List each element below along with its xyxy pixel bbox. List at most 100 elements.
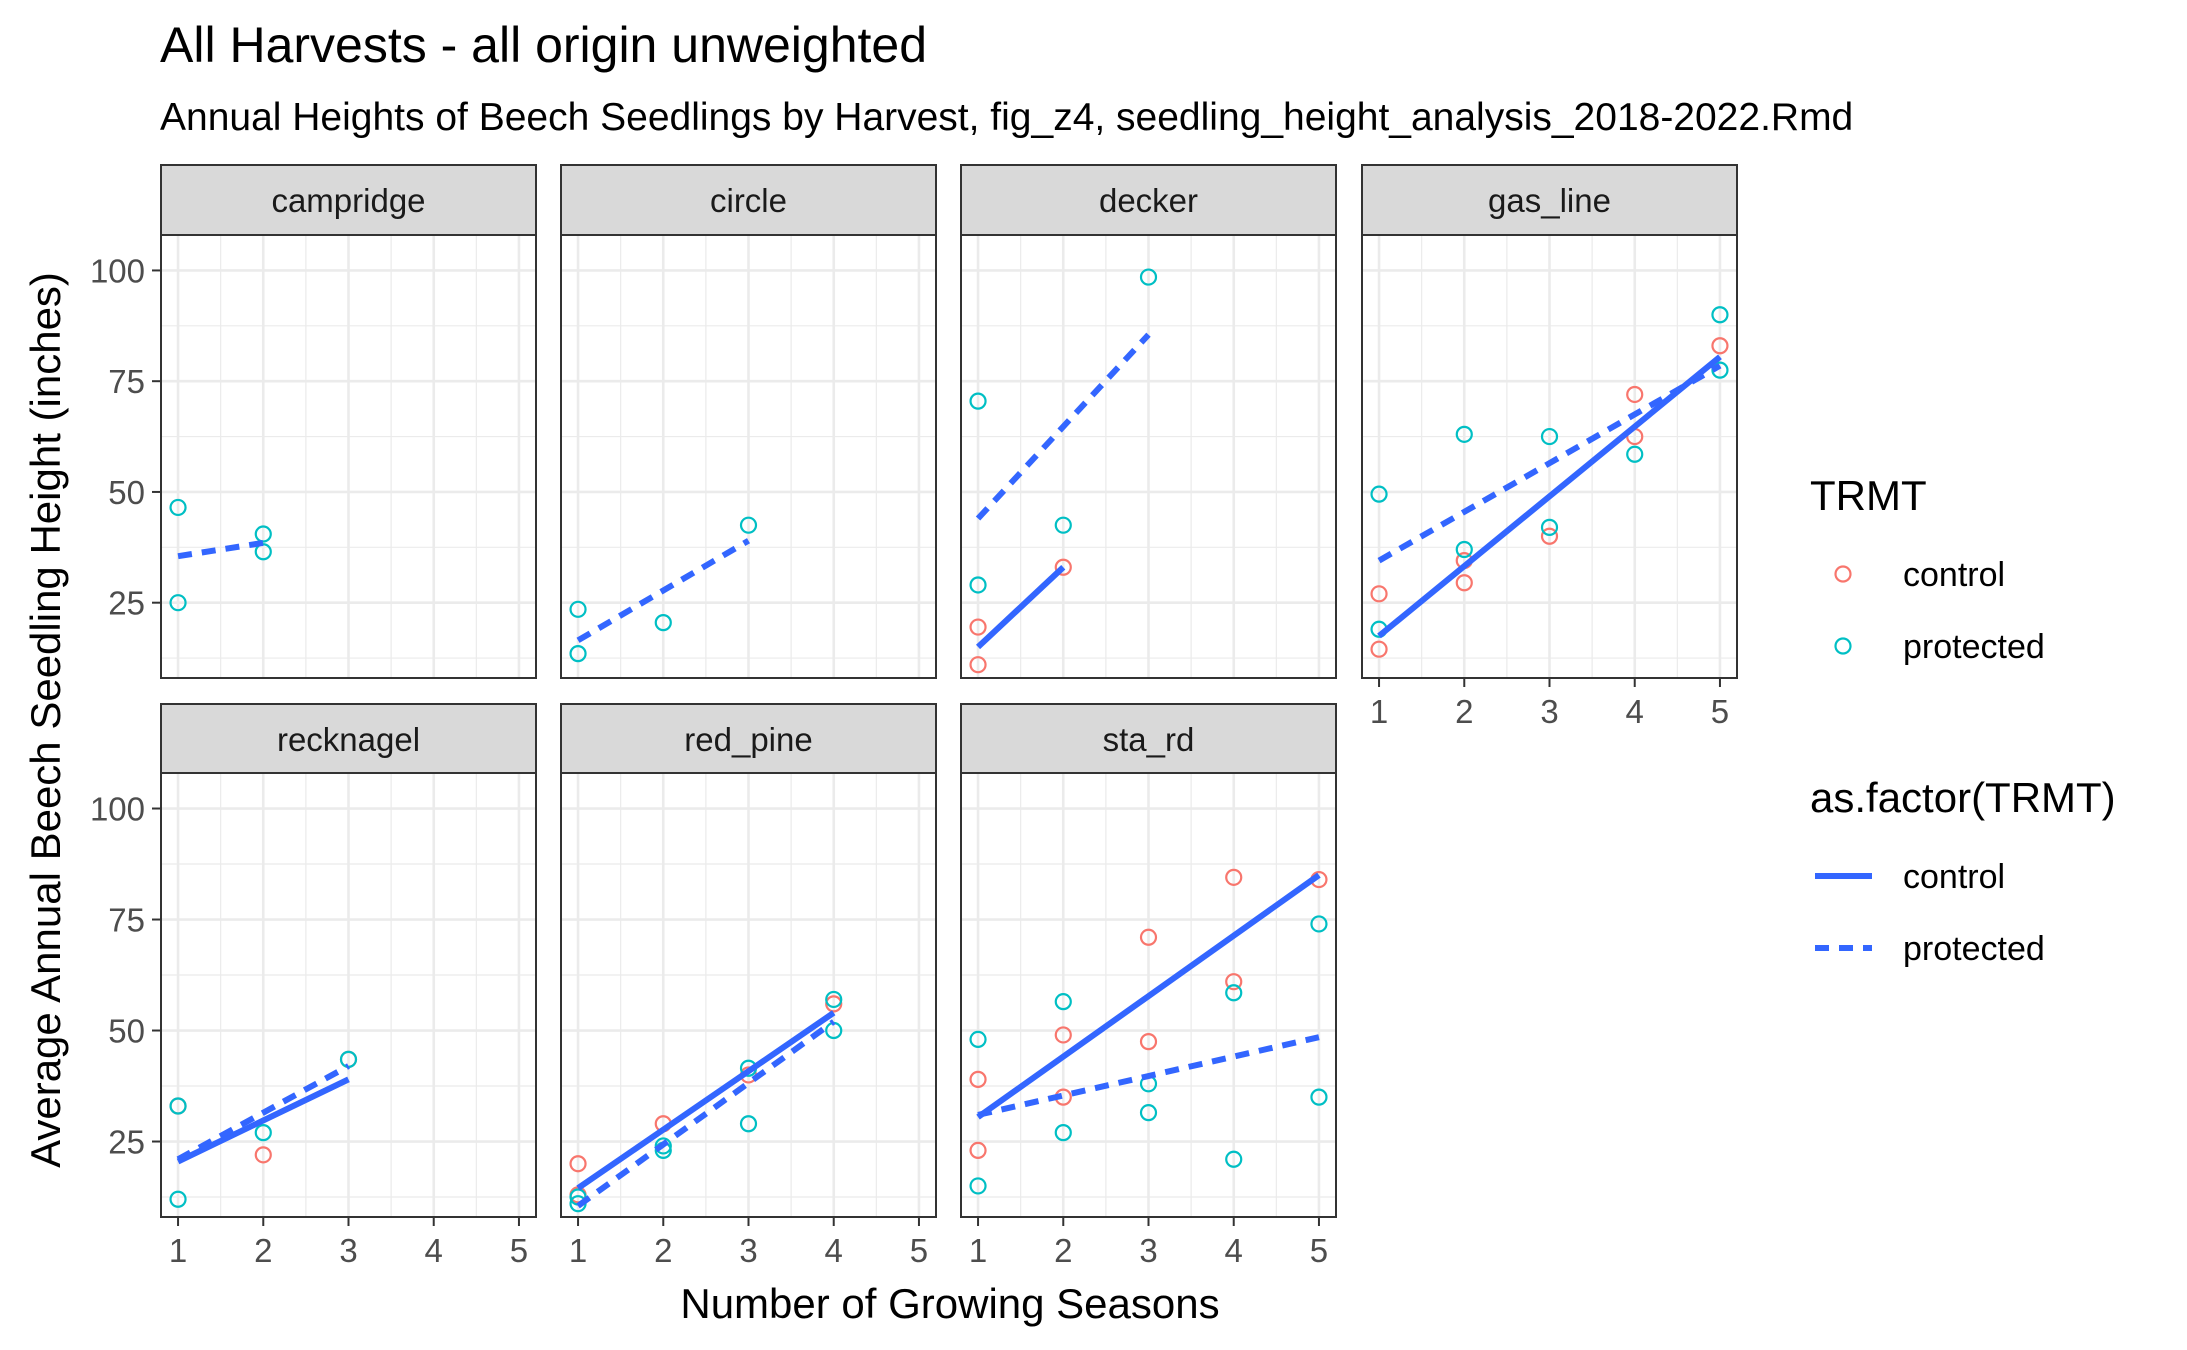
legend-label-protected: protected	[1903, 628, 2045, 666]
data-point-protected	[739, 1115, 758, 1133]
facet-panel-campridge: campridge 25 50 75 100	[90, 164, 537, 679]
data-point-protected	[1455, 425, 1473, 443]
x-tick-label: 4	[1626, 693, 1644, 730]
facet-strip	[160, 164, 537, 236]
legend: TRMT control protected as.factor(TRMT) contr…	[1810, 472, 2116, 968]
data-point-protected	[1310, 915, 1328, 933]
x-tick-label: 5	[510, 1232, 528, 1269]
legend-label-line-control: control	[1903, 858, 2005, 896]
data-point-protected	[169, 1190, 187, 1208]
data-point-control	[825, 995, 843, 1013]
legend-title-trmt: TRMT	[1810, 472, 1927, 519]
data-point-control	[1370, 585, 1388, 603]
data-point-protected	[1139, 1104, 1158, 1122]
data-point-control	[1370, 640, 1388, 658]
data-point-control	[1540, 527, 1559, 545]
data-point-protected	[969, 1177, 987, 1195]
data-point-protected	[1455, 540, 1473, 559]
facet-panel-red_pine: red_pine 1 2 3 4 5	[560, 703, 937, 1269]
legend-label-control: control	[1903, 556, 2005, 594]
facet-strip-label: gas_line	[1488, 182, 1611, 219]
chart-title: All Harvests - all origin unweighted	[160, 17, 927, 73]
x-tick-label: 3	[339, 1232, 357, 1269]
x-axis-title: Number of Growing Seasons	[680, 1280, 1219, 1327]
data-point-control	[1455, 574, 1473, 592]
facet-strip	[960, 164, 1337, 236]
facet-panel-gas_line: gas_line 1 2 3 4 5	[1361, 164, 1738, 730]
facet-strip-label: red_pine	[684, 721, 812, 758]
data-point-control	[254, 1146, 272, 1164]
fit-line-protected	[977, 1034, 1320, 1118]
x-tick-label: 5	[1711, 693, 1729, 730]
y-tick-label: 25	[108, 585, 145, 622]
x-tick-label: 4	[1225, 1232, 1243, 1269]
x-tick-label: 1	[969, 1232, 987, 1269]
x-tick-label: 2	[254, 1232, 272, 1269]
data-point-protected	[969, 392, 987, 410]
fit-line-control	[975, 565, 1066, 650]
chart-subtitle: Annual Heights of Beech Seedlings by Har…	[160, 96, 1853, 139]
y-tick-label: 25	[108, 1124, 145, 1161]
x-tick-label: 2	[654, 1232, 672, 1269]
fit-line-protected	[576, 538, 751, 643]
data-point-protected	[739, 516, 758, 534]
fit-line-protected	[576, 1019, 836, 1209]
x-tick-label: 3	[1139, 1232, 1157, 1269]
data-point-protected	[1711, 306, 1729, 324]
data-point-protected	[169, 594, 187, 612]
facet-strip	[160, 703, 537, 775]
data-point-protected	[1054, 516, 1072, 534]
data-point-protected	[969, 576, 987, 594]
y-tick-label: 50	[108, 474, 145, 511]
data-point-protected	[569, 645, 587, 663]
data-point-control	[969, 656, 987, 674]
data-point-protected	[254, 543, 272, 561]
data-point-control	[569, 1155, 587, 1173]
fit-line-control	[176, 1076, 350, 1165]
data-point-protected	[1540, 427, 1559, 446]
data-point-protected	[1310, 1088, 1328, 1106]
y-tick-label: 75	[108, 363, 145, 400]
facet-strip-label: decker	[1099, 182, 1198, 219]
legend-key-point-control	[1834, 565, 1852, 583]
data-point-protected	[1626, 445, 1644, 463]
legend-title-as-factor-trmt: as.factor(TRMT)	[1810, 774, 2116, 821]
fit-line-protected	[1377, 363, 1722, 564]
data-point-control	[1711, 337, 1729, 355]
x-tick-label: 5	[910, 1232, 928, 1269]
facet-strip-label: sta_rd	[1103, 721, 1195, 758]
data-point-protected	[1054, 1124, 1072, 1142]
panel-border	[960, 234, 1337, 679]
data-point-control	[1225, 868, 1243, 886]
data-point-protected	[654, 1137, 672, 1155]
fit-line-control	[576, 1010, 836, 1191]
facet-strip-label: campridge	[271, 182, 425, 219]
facet-strip-label: recknagel	[277, 721, 420, 758]
data-point-protected	[1711, 361, 1729, 379]
data-point-protected	[825, 990, 843, 1009]
facet-strip	[960, 703, 1337, 775]
y-tick-label: 100	[90, 252, 145, 289]
data-point-protected	[1225, 1150, 1243, 1168]
x-tick-label: 2	[1455, 693, 1473, 730]
x-tick-label: 4	[425, 1232, 443, 1269]
fit-line-protected	[176, 1063, 350, 1162]
x-tick-label: 3	[739, 1232, 757, 1269]
x-tick-label: 5	[1310, 1232, 1328, 1269]
y-axis-title: Average Annual Beech Seedling Height (in…	[22, 272, 69, 1168]
x-tick-label: 1	[1370, 693, 1388, 730]
data-point-control	[969, 618, 987, 636]
x-tick-label: 2	[1054, 1232, 1072, 1269]
data-point-control	[1054, 558, 1072, 576]
y-tick-label: 75	[108, 902, 145, 939]
y-tick-label: 50	[108, 1013, 145, 1050]
legend-key-point-protected	[1834, 637, 1852, 655]
data-point-control	[969, 1070, 987, 1088]
y-tick-label: 100	[90, 791, 145, 828]
facet-strip	[1361, 164, 1738, 236]
data-point-protected	[969, 1030, 987, 1049]
fit-line-control	[1377, 354, 1722, 639]
panel-border	[160, 234, 537, 679]
